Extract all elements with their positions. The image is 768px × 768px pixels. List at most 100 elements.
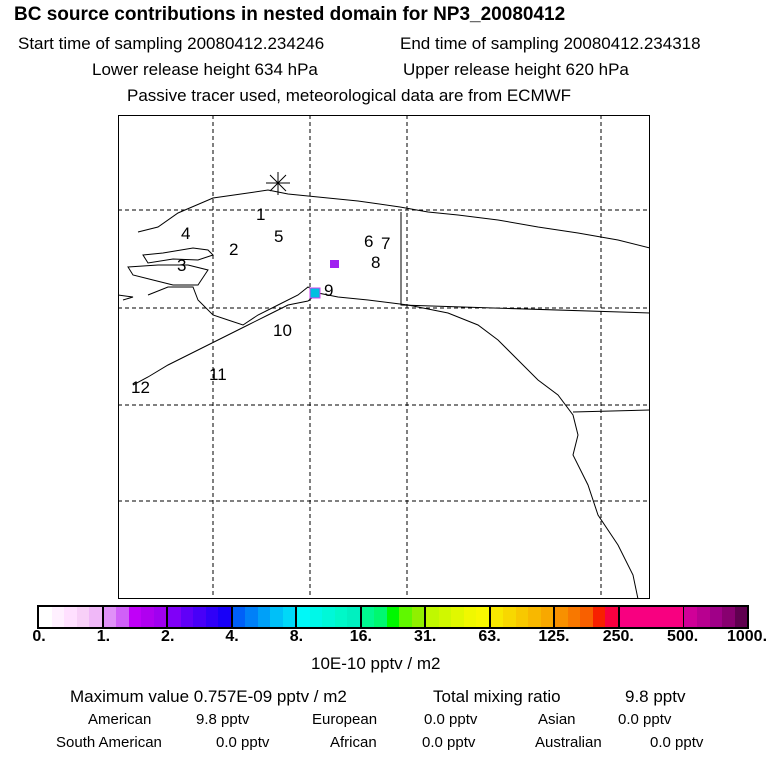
colorbar-swatch [490,607,504,627]
colorbar-swatch [282,607,296,627]
colorbar-swatch [64,607,77,627]
colorbar-swatch [245,607,258,627]
colorbar-tick-label: 125. [538,628,570,645]
colorbar-swatch [580,607,593,627]
map-panel: 1 2 3 4 5 6 7 8 9 10 11 12 [118,115,650,599]
colorbar-swatch [51,607,65,627]
colorbar-swatch [232,607,246,627]
colorbar-segment [103,607,169,627]
tracer-info: Passive tracer used, meteorological data… [127,86,572,105]
colorbar-swatch [257,607,271,627]
colorbar-swatch [399,607,412,627]
region-name: Australian [535,734,602,751]
colorbar-tick-label: 500. [667,628,699,645]
map-frame [118,115,650,599]
colorbar-swatch [734,607,748,627]
colorbar-tick-label: 4. [225,628,239,645]
region-value: 0.0 pptv [422,734,476,751]
colorbar-swatch [386,607,400,627]
colorbar-swatch [103,607,117,627]
colorbar-segment [426,607,491,627]
colorbar-unit: 10E-10 pptv / m2 [311,654,441,673]
region-name: Asian [538,711,576,728]
colorbar-swatch [696,607,710,627]
region-name: European [312,711,378,728]
max-value: Maximum value 0.757E-09 pptv / m2 [70,687,347,706]
colorbar-segment [39,607,104,627]
colorbar-swatch [669,607,683,627]
colorbar-swatch [632,607,645,627]
colorbar-swatch [515,607,529,627]
map-label: 3 [177,256,186,275]
colorbar-tick-label: 31. [414,628,437,645]
colorbar-swatch [605,607,618,627]
colorbar-swatch [218,607,231,627]
region-value: 0.0 pptv [424,711,478,728]
colorbar-segment [490,607,556,627]
colorbar-swatch [619,607,633,627]
colorbar-tick-label: 1000. [726,628,768,645]
colorbar-segment [168,607,233,627]
colorbar-swatch [411,607,425,627]
end-time: End time of sampling 20080412.234318 [400,34,701,53]
region-value: 0.0 pptv [650,734,704,751]
colorbar-segment [684,607,748,627]
start-time: Start time of sampling 20080412.234246 [18,34,325,53]
source-cell [309,287,321,299]
colorbar-swatch [205,607,219,627]
map-label: 10 [273,321,292,340]
colorbar-tick-label: 250. [602,628,634,645]
colorbar-swatch [540,607,554,627]
lower-release-height: Lower release height 634 hPa [92,60,318,79]
map-label: 6 [364,232,373,251]
colorbar-tick-label: 16. [349,628,372,645]
colorbar-swatch [76,607,90,627]
colorbar-swatch [426,607,439,627]
colorbar-swatch [309,607,323,627]
colorbar-swatch [684,607,697,627]
colorbar-swatch [555,607,568,627]
region-name: South American [56,734,162,751]
total-mixing-label: Total mixing ratio [433,687,561,706]
colorbar-tick-label: 63. [478,628,501,645]
colorbar-swatch [116,607,129,627]
map-label: 1 [256,205,265,224]
colorbar-swatch [322,607,335,627]
colorbar-swatch [476,607,489,627]
colorbar-tick-label: 0. [32,628,46,645]
colorbar-segment [297,607,362,627]
colorbar [37,605,749,629]
map-label: 5 [274,227,283,246]
map-label: 2 [229,240,238,259]
colorbar-swatch [592,607,606,627]
colorbar-segment [361,607,427,627]
total-mixing-value: 9.8 pptv [625,687,686,706]
upper-release-height: Upper release height 620 hPa [403,60,629,79]
region-name: American [88,711,152,728]
source-cell [330,260,339,268]
colorbar-swatch [153,607,167,627]
map-label: 7 [381,234,390,253]
colorbar-swatch [722,607,735,627]
colorbar-swatch [193,607,206,627]
colorbar-swatch [361,607,375,627]
colorbar-tick-label: 1. [96,628,111,645]
figure-title: BC source contributions in nested domain… [14,4,566,25]
colorbar-swatch [451,607,464,627]
colorbar-segment [555,607,620,627]
region-value: 0.0 pptv [618,711,672,728]
colorbar-segment [232,607,298,627]
colorbar-swatch [709,607,723,627]
colorbar-swatch [297,607,310,627]
graticule [118,115,650,599]
colorbar-swatch [89,607,102,627]
map-label: 11 [209,365,227,384]
region-name: African [330,734,377,751]
colorbar-swatch [644,607,658,627]
colorbar-swatch [347,607,360,627]
colorbar-swatch [180,607,194,627]
region-value: 9.8 pptv [196,711,250,728]
map-label: 8 [371,253,380,272]
colorbar-swatch [438,607,452,627]
receptor-star-icon [266,172,290,195]
